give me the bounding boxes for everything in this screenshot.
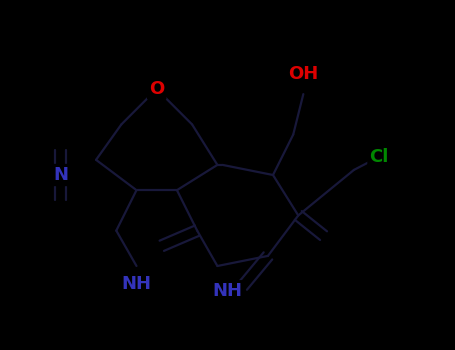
Text: Cl: Cl <box>369 148 389 166</box>
Text: O: O <box>149 80 164 98</box>
Text: NH: NH <box>212 282 243 300</box>
Text: NH: NH <box>121 275 152 293</box>
Text: N: N <box>53 166 68 184</box>
Text: OH: OH <box>288 65 318 83</box>
